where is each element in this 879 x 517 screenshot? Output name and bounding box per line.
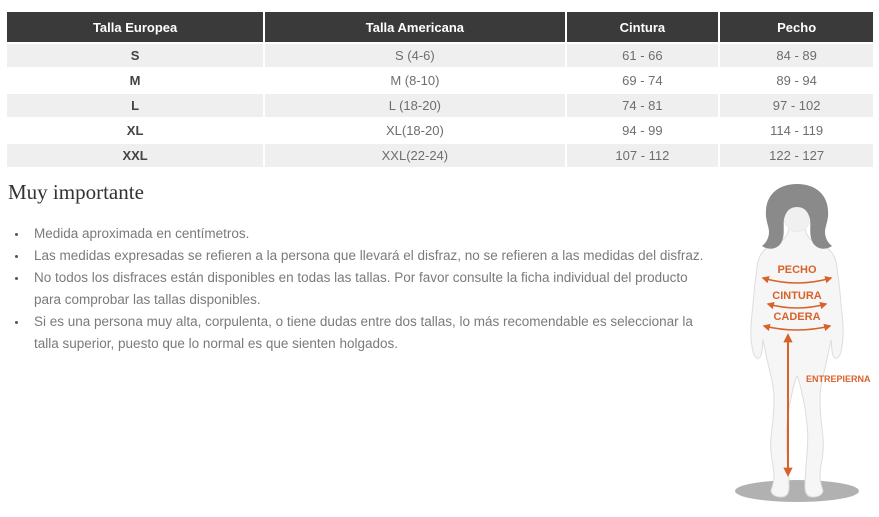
table-cell: 107 - 112: [564, 143, 720, 169]
table-cell: 61 - 66: [564, 43, 720, 69]
table-cell: 114 - 119: [718, 118, 873, 144]
column-header-talla-europea: Talla Europea: [7, 12, 265, 44]
table-row-s: S S (4-6) 61 - 66 84 - 89: [7, 43, 873, 69]
table-cell: L: [7, 93, 265, 119]
notes-heading: Muy importante: [8, 180, 144, 204]
column-header-talla-americana: Talla Americana: [263, 12, 566, 44]
table-cell: XL: [7, 118, 265, 144]
table-cell: 94 - 99: [564, 118, 720, 144]
hair: [762, 184, 832, 249]
note-item: Las medidas expresadas se refieren a la …: [28, 245, 708, 267]
column-header-cintura: Cintura: [564, 12, 720, 44]
cadera-arrow-icon: [762, 323, 832, 331]
table-row-xl: XL XL(18-20) 94 - 99 114 - 119: [7, 118, 873, 144]
table-cell: 74 - 81: [564, 93, 720, 119]
table-cell: XXL(22-24): [263, 143, 566, 169]
table-cell: L (18-20): [263, 93, 566, 119]
note-item: No todos los disfraces están disponibles…: [28, 267, 708, 311]
pecho-arrow-icon: [761, 276, 833, 284]
measurement-figure-section: PECHO CINTURA CADERA ENTREPIERNA: [713, 180, 877, 512]
table-cell: 89 - 94: [718, 68, 873, 94]
table-cell: 84 - 89: [718, 43, 873, 69]
size-chart-table: Talla Europea Talla Americana Cintura Pe…: [7, 12, 873, 169]
figure-label-entrepierna: ENTREPIERNA: [806, 374, 871, 384]
table-cell: XXL: [7, 143, 265, 169]
table-cell: 122 - 127: [718, 143, 873, 169]
table-row-l: L L (18-20) 74 - 81 97 - 102: [7, 93, 873, 119]
note-item: Medida aproximada en centímetros.: [28, 223, 708, 245]
cintura-arrow-icon: [766, 302, 828, 310]
table-cell: 69 - 74: [564, 68, 720, 94]
column-header-pecho: Pecho: [718, 12, 873, 44]
floor-shadow: [735, 480, 859, 502]
table-cell: M: [7, 68, 265, 94]
table-cell: 97 - 102: [718, 93, 873, 119]
table-cell: S (4-6): [263, 43, 566, 69]
table-cell: S: [7, 43, 265, 69]
figure-label-cadera: CADERA: [773, 311, 820, 323]
table-cell: XL(18-20): [263, 118, 566, 144]
figure-label-cintura: CINTURA: [772, 290, 822, 302]
size-chart-section: Talla Europea Talla Americana Cintura Pe…: [7, 12, 873, 169]
table-row-xxl: XXL XXL(22-24) 107 - 112 122 - 127: [7, 143, 873, 169]
note-item: Si es una persona muy alta, corpulenta, …: [28, 311, 708, 355]
table-cell: M (8-10): [263, 68, 566, 94]
table-header-row: Talla Europea Talla Americana Cintura Pe…: [7, 12, 873, 44]
female-silhouette: [750, 225, 844, 498]
body-measurement-figure: PECHO CINTURA CADERA ENTREPIERNA: [735, 184, 871, 502]
important-notes-section: Muy importante Medida aproximada en cent…: [8, 180, 708, 355]
notes-list: Medida aproximada en centímetros. Las me…: [8, 223, 708, 355]
table-row-m: M M (8-10) 69 - 74 89 - 94: [7, 68, 873, 94]
figure-label-pecho: PECHO: [777, 264, 817, 276]
